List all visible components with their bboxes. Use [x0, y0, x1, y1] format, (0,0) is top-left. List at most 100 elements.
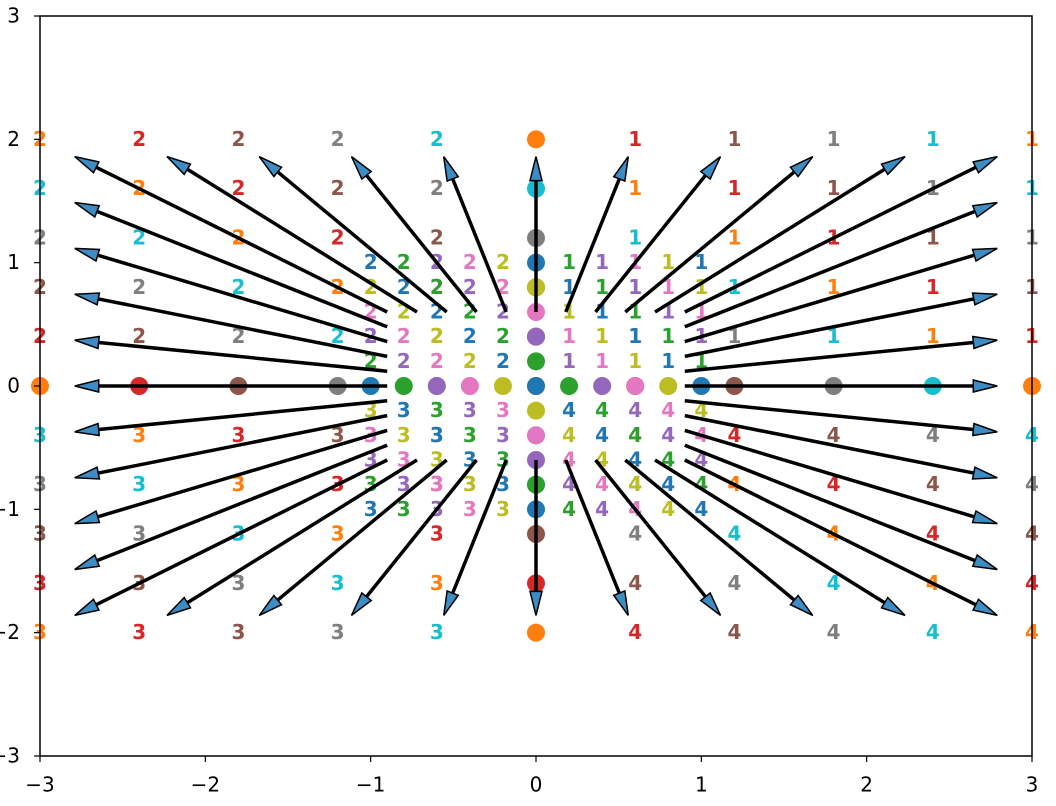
x-tick-label: −1 — [356, 773, 385, 797]
point-label: 4 — [562, 448, 576, 472]
arrow-shaft — [276, 170, 448, 314]
arrow — [684, 413, 998, 480]
point-label: 3 — [430, 472, 444, 496]
point-label: 1 — [562, 349, 576, 373]
point-label: 2 — [430, 275, 444, 299]
point-label: 3 — [496, 398, 510, 422]
point-label: 3 — [331, 423, 345, 447]
arrow-shaft — [654, 458, 886, 605]
point-label: 2 — [364, 250, 378, 274]
point-label: 2 — [430, 176, 444, 200]
arrow-shaft — [624, 170, 796, 314]
point-label: 3 — [231, 571, 245, 595]
point-label: 2 — [430, 349, 444, 373]
point-label: 4 — [926, 620, 940, 644]
arrow-head — [612, 156, 629, 183]
point-label: 1 — [562, 250, 576, 274]
point-marker — [593, 377, 612, 395]
arrow-shaft — [97, 253, 388, 344]
point-label: 4 — [661, 398, 675, 422]
point-label: 1 — [628, 349, 642, 373]
point-label: 2 — [397, 349, 411, 373]
point-label: 3 — [463, 398, 477, 422]
point-label: 2 — [331, 127, 345, 151]
point-label: 4 — [727, 423, 741, 447]
arrow-shaft — [684, 165, 977, 314]
arrow — [443, 156, 508, 313]
arrow-shaft — [96, 443, 388, 563]
point-label: 2 — [397, 250, 411, 274]
arrow-shaft — [451, 459, 508, 594]
point-label: 2 — [463, 349, 477, 373]
arrow-head — [74, 466, 101, 480]
arrow-head — [74, 292, 101, 306]
point-label: 3 — [231, 472, 245, 496]
arrow-shaft — [684, 209, 976, 329]
arrow — [684, 155, 998, 314]
arrow — [443, 459, 508, 616]
arrow-shaft — [684, 399, 974, 432]
point-label: 1 — [628, 275, 642, 299]
arrow — [594, 458, 722, 616]
point-label: 1 — [827, 127, 841, 151]
y-tick-label: −3 — [0, 744, 20, 768]
point-label: 4 — [595, 497, 609, 521]
point-label: 4 — [562, 423, 576, 447]
arrow — [684, 379, 998, 393]
point-label: 2 — [496, 324, 510, 348]
arrow-head — [789, 155, 814, 178]
point-label: 3 — [430, 423, 444, 447]
point-label: 3 — [463, 423, 477, 447]
point-label: 1 — [827, 176, 841, 200]
point-label: 4 — [628, 472, 642, 496]
arrow — [684, 292, 998, 359]
arrow-head — [443, 589, 460, 616]
point-label: 1 — [926, 324, 940, 348]
point-label: 3 — [430, 472, 444, 496]
point-label: 1 — [727, 324, 741, 348]
arrow-head — [443, 156, 460, 183]
point-label: 1 — [562, 324, 576, 348]
arrow-head — [971, 335, 998, 350]
point-label: 1 — [661, 324, 675, 348]
arrow-shaft — [684, 443, 976, 563]
point-marker — [659, 377, 678, 395]
arrow-head — [699, 591, 722, 616]
arrow-head — [699, 156, 722, 181]
point-label: 1 — [727, 176, 741, 200]
arrow-head — [74, 598, 100, 617]
arrow — [350, 458, 478, 616]
arrow-head — [971, 292, 998, 306]
arrow-head — [74, 553, 101, 571]
arrow-shaft — [365, 458, 478, 598]
arrow-shaft — [96, 209, 388, 329]
point-label: 1 — [595, 250, 609, 274]
point-marker — [493, 377, 512, 395]
point-label: 2 — [496, 250, 510, 274]
point-label: 1 — [926, 226, 940, 250]
point-label: 2 — [132, 275, 146, 299]
point-label: 4 — [694, 497, 708, 521]
x-tick-label: 1 — [695, 773, 708, 797]
arrow-head — [350, 591, 373, 616]
point-label: 1 — [827, 324, 841, 348]
arrow — [74, 335, 388, 373]
point-marker — [527, 426, 545, 445]
arrow-head — [74, 509, 101, 525]
point-label: 4 — [661, 472, 675, 496]
arrow-head — [529, 590, 543, 616]
point-label: 1 — [727, 127, 741, 151]
arrow-shaft — [98, 399, 388, 432]
point-label: 1 — [694, 250, 708, 274]
point-label: 2 — [132, 226, 146, 250]
point-label: 3 — [231, 620, 245, 644]
arrow-shaft — [684, 297, 975, 359]
arrow — [564, 459, 629, 616]
point-label: 2 — [463, 250, 477, 274]
arrow-shaft — [654, 167, 886, 314]
point-label: 2 — [331, 176, 345, 200]
point-label: 2 — [231, 127, 245, 151]
y-tick-label: 3 — [7, 4, 20, 28]
arrow-head — [258, 594, 283, 617]
